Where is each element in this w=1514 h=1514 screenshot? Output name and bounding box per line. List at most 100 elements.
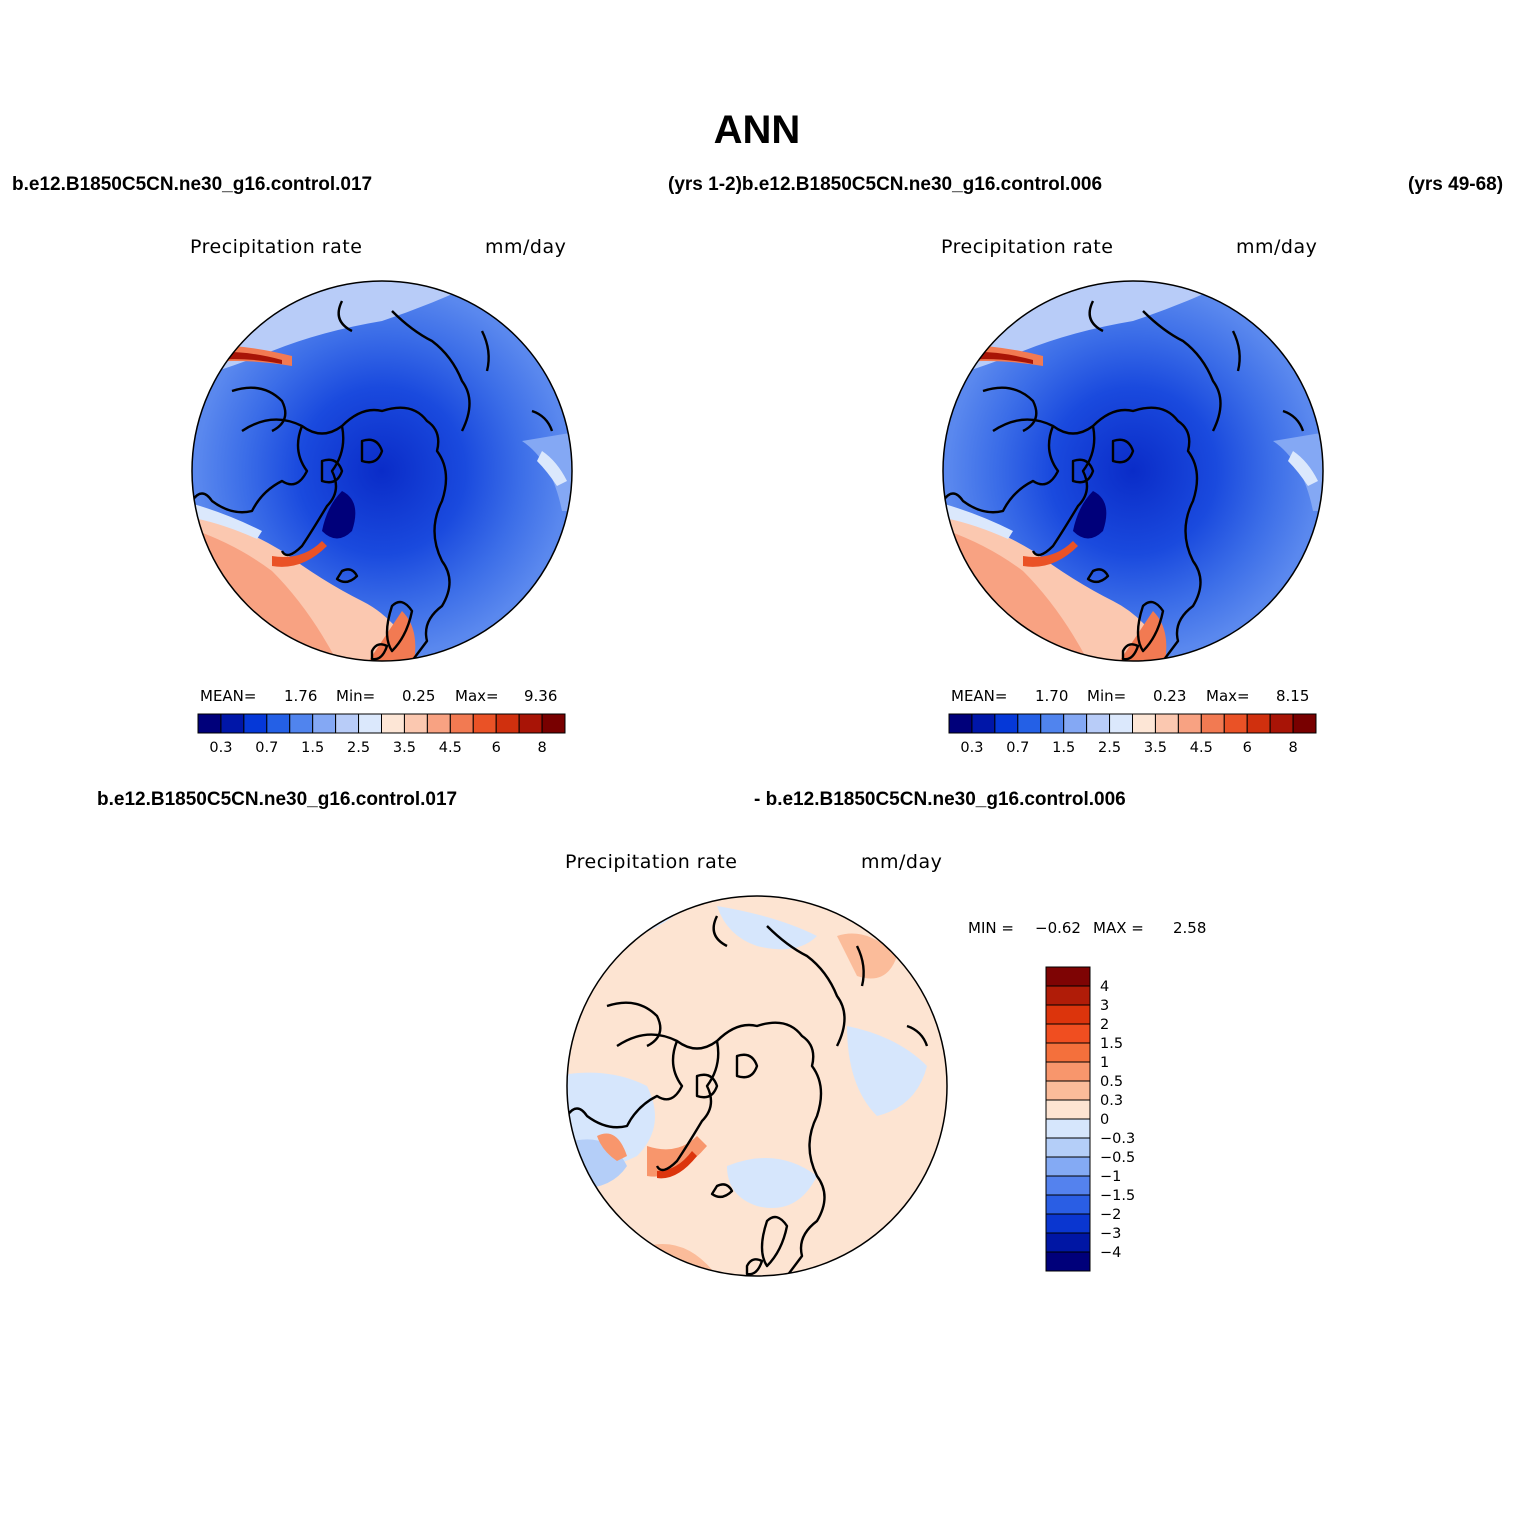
panel2-min-value: 0.23 — [1153, 687, 1187, 705]
panel3-colorbar-swatch — [1045, 1213, 1091, 1234]
panel2-variable-label: Precipitation rate — [941, 236, 1114, 258]
panel2-units-label: mm/day — [1236, 236, 1318, 258]
panel2-colorbar-swatch — [1017, 713, 1042, 734]
panel3-colorbar-swatch — [1045, 1042, 1091, 1063]
panel1-colorbar-swatch — [197, 713, 222, 734]
panel1-colorbar-swatch — [335, 713, 360, 734]
panel3-min-value: −0.62 — [1035, 919, 1081, 937]
panel3-variable-label: Precipitation rate — [565, 851, 738, 873]
panel1-colorbar-tick-label: 2.5 — [347, 740, 370, 756]
panel2-colorbar-swatch — [1292, 713, 1317, 734]
panel2-min-label: Min= — [1087, 687, 1127, 705]
panel2-colorbar-tick-label: 8 — [1288, 740, 1297, 756]
panel2-colorbar-tick-label: 0.7 — [1006, 740, 1029, 756]
panel3-colorbar-tick-label: 0.5 — [1100, 1074, 1123, 1090]
panel2-colorbar-tick-label: 0.3 — [960, 740, 983, 756]
panel3-colorbar-swatch — [1045, 1251, 1091, 1272]
panel3-colorbar-swatch — [1045, 1232, 1091, 1253]
panel1-colorbar-tick-label: 3.5 — [393, 740, 416, 756]
panel2-colorbar-swatch — [1109, 713, 1133, 734]
panel3-colorbar-tick-label: 1.5 — [1100, 1036, 1123, 1052]
panel2-mean-label: MEAN= — [951, 687, 1008, 705]
panel2-colorbar-swatch — [1086, 713, 1111, 734]
panel1-min-label: Min= — [336, 687, 376, 705]
panel3-colorbar-tick-label: −0.5 — [1100, 1150, 1135, 1166]
panel2-colorbar-swatch — [1246, 713, 1271, 734]
panel1-colorbar-tick-label: 1.5 — [301, 740, 324, 756]
panel1-colorbar-tick-label: 8 — [537, 740, 546, 756]
panel3-colorbar-swatch — [1045, 985, 1091, 1006]
panel1-map — [192, 281, 572, 661]
panel3-units-label: mm/day — [861, 851, 943, 873]
panel2-colorbar-swatch — [1154, 713, 1179, 734]
panel2-colorbar-swatch — [948, 713, 973, 734]
panel2-colorbar-swatch — [1223, 713, 1248, 734]
panel2-colorbar-tick-label: 6 — [1243, 740, 1252, 756]
panel1-colorbar-swatch — [518, 713, 543, 734]
panel3-colorbar-swatch — [1045, 1175, 1091, 1196]
panel2-max-value: 8.15 — [1276, 687, 1310, 705]
panel3-min-label: MIN = — [968, 919, 1014, 937]
panel3-colorbar-tick-label: 4 — [1100, 979, 1109, 995]
panel3-difference-map — [567, 896, 947, 1276]
panel3-colorbar-swatch — [1045, 1004, 1091, 1025]
panel1-variable-label: Precipitation rate — [190, 236, 363, 258]
panel2-map-border — [942, 280, 1324, 662]
panel2-colorbar-swatch — [1177, 713, 1202, 734]
panel1-colorbar-tick-label: 0.3 — [209, 740, 232, 756]
panel2-colorbar-swatch — [994, 713, 1019, 734]
panel1-colorbar-swatch — [312, 713, 337, 734]
panel1-colorbar-tick-label: 4.5 — [439, 740, 462, 756]
panel1-colorbar-swatch — [381, 713, 405, 734]
panel2-colorbar-tick-label: 2.5 — [1098, 740, 1121, 756]
panel1-max-label: Max= — [455, 687, 499, 705]
panel1-colorbar-swatch — [289, 713, 314, 734]
panel1-colorbar-swatch — [403, 713, 428, 734]
case-label-test: b.e12.B1850C5CN.ne30_g16.control.017 — [12, 174, 373, 195]
panel1-max-value: 9.36 — [524, 687, 558, 705]
diff-label-control: - b.e12.B1850C5CN.ne30_g16.control.006 — [754, 789, 1126, 810]
panel3-colorbar-swatch — [1045, 966, 1091, 987]
panel1-colorbar-tick-label: 6 — [492, 740, 501, 756]
panel3-colorbar-swatch — [1045, 1118, 1091, 1139]
case-label-control: (yrs 1-2)b.e12.B1850C5CN.ne30_g16.contro… — [668, 174, 1103, 195]
panel2-colorbar-swatch — [1200, 713, 1225, 734]
panel2-colorbar: 0.3 0.7 1.5 2.5 3.5 4.5 6 8 — [948, 713, 1317, 756]
panel3-colorbar-tick-label: −1 — [1100, 1169, 1121, 1185]
diff-label-test: b.e12.B1850C5CN.ne30_g16.control.017 — [97, 789, 458, 810]
panel3-colorbar-swatch — [1045, 1061, 1091, 1082]
panel1-colorbar-swatch — [220, 713, 245, 734]
panel3-colorbar-swatch — [1045, 1080, 1091, 1101]
figure-title: ANN — [713, 108, 801, 152]
panel1-colorbar: 0.3 0.7 1.5 2.5 3.5 4.5 6 8 — [197, 713, 566, 756]
case-label-years: (yrs 49-68) — [1408, 174, 1504, 195]
panel2-colorbar-swatch — [1269, 713, 1294, 734]
panel1-min-value: 0.25 — [402, 687, 436, 705]
panel2-colorbar-swatch — [1040, 713, 1065, 734]
panel3-colorbar-swatch — [1045, 1137, 1091, 1158]
panel1-colorbar-tick-label: 0.7 — [255, 740, 278, 756]
panel3-map-border — [566, 895, 948, 1277]
panel3-colorbar-tick-label: −3 — [1100, 1226, 1121, 1242]
panel1-colorbar-swatch — [266, 713, 291, 734]
panel3-colorbar-tick-label: 2 — [1100, 1017, 1109, 1033]
panel1-mean-label: MEAN= — [200, 687, 257, 705]
panel1-colorbar-swatch — [472, 713, 497, 734]
panel3-colorbar-tick-label: −4 — [1100, 1245, 1121, 1261]
panel2-colorbar-tick-label: 3.5 — [1144, 740, 1167, 756]
panel3-max-label: MAX = — [1093, 919, 1144, 937]
panel3-colorbar-tick-label: −1.5 — [1100, 1188, 1135, 1204]
panel1-mean-value: 1.76 — [284, 687, 318, 705]
panel1-colorbar-swatch — [449, 713, 474, 734]
panel3-colorbar-tick-label: 3 — [1100, 998, 1109, 1014]
panel3-colorbar: 4 3 2 1.5 1 0.5 0.3 0 −0.3 −0.5 −1 −1.5 −2 −3 −4 — [1045, 966, 1135, 1272]
panel3-colorbar-swatch — [1045, 1099, 1091, 1120]
panel3-colorbar-tick-label: −0.3 — [1100, 1131, 1135, 1147]
panel2-mean-value: 1.70 — [1035, 687, 1069, 705]
panel2-colorbar-tick-label: 4.5 — [1190, 740, 1213, 756]
panel1-colorbar-swatch — [243, 713, 268, 734]
panel3-colorbar-tick-label: 0 — [1100, 1112, 1109, 1128]
panel2-colorbar-swatch — [1132, 713, 1156, 734]
panel1-units-label: mm/day — [485, 236, 567, 258]
